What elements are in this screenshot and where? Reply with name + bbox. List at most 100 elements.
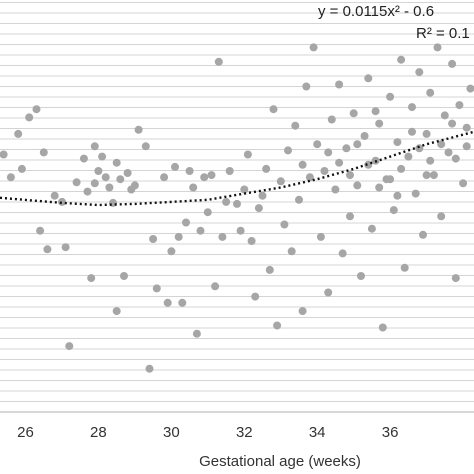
x-tick-label: 30: [163, 424, 180, 441]
data-point: [448, 59, 457, 68]
data-point: [335, 158, 344, 167]
x-tick-label: 26: [17, 424, 34, 441]
x-tick-label: 32: [236, 424, 253, 441]
data-point: [254, 204, 263, 213]
data-point: [426, 156, 435, 165]
data-point: [357, 272, 365, 280]
data-point: [32, 105, 41, 114]
data-point: [360, 132, 369, 140]
data-point: [163, 298, 172, 307]
data-point: [258, 191, 267, 200]
data-point: [17, 164, 26, 173]
data-point: [50, 191, 59, 200]
data-point: [426, 88, 435, 97]
data-point: [444, 148, 453, 157]
data-point: [404, 152, 413, 161]
data-point: [61, 243, 70, 252]
data-point: [284, 146, 292, 155]
data-point: [149, 235, 158, 243]
data-point: [120, 272, 128, 280]
data-point: [316, 232, 325, 241]
data-point: [393, 138, 402, 147]
data-point: [466, 84, 474, 93]
x-tick-label: 28: [90, 424, 107, 441]
data-point: [397, 55, 406, 64]
data-point: [305, 173, 314, 182]
data-point: [141, 142, 150, 151]
data-point: [353, 140, 362, 149]
data-point: [408, 127, 416, 136]
x-tick-label: 36: [382, 424, 399, 441]
data-point: [422, 129, 431, 138]
data-point: [433, 43, 442, 52]
data-point: [437, 140, 446, 149]
data-point: [207, 171, 216, 180]
data-point: [14, 129, 23, 138]
data-point: [415, 68, 424, 77]
data-point: [346, 171, 354, 180]
data-point: [39, 148, 48, 157]
trendline: [0, 130, 474, 207]
data-point: [367, 224, 376, 233]
data-point: [6, 173, 15, 182]
data-point: [422, 171, 431, 180]
data-point: [349, 109, 358, 118]
data-point: [112, 158, 121, 167]
data-point: [36, 226, 45, 235]
data-point: [269, 105, 278, 114]
data-point: [196, 226, 205, 235]
data-point: [79, 154, 88, 163]
data-point: [327, 115, 336, 124]
data-point: [178, 298, 187, 307]
data-point: [386, 175, 395, 184]
data-point: [353, 181, 362, 190]
data-point: [451, 154, 460, 163]
data-point: [429, 171, 438, 180]
data-point: [145, 364, 154, 373]
grid-lines: [0, 2, 474, 402]
data-point: [90, 179, 99, 188]
data-point: [371, 107, 380, 116]
data-point: [397, 164, 406, 173]
data-point: [247, 237, 256, 245]
data-point: [459, 179, 468, 188]
data-point: [342, 144, 351, 153]
data-point: [134, 125, 143, 134]
data-point: [451, 274, 460, 283]
data-point: [98, 152, 107, 161]
data-point: [160, 173, 169, 182]
data-point: [389, 206, 398, 215]
data-point: [225, 167, 234, 175]
data-point: [94, 167, 103, 175]
data-point: [415, 144, 424, 153]
data-point: [287, 247, 296, 256]
data-point: [192, 329, 201, 338]
data-point: [276, 177, 285, 186]
data-point: [331, 185, 340, 194]
data-point: [448, 119, 457, 128]
data-point: [386, 92, 395, 101]
data-point: [211, 282, 220, 291]
data-point: [364, 74, 373, 83]
data-point: [65, 342, 74, 351]
data-point: [335, 80, 344, 89]
data-point: [167, 247, 176, 256]
data-point: [437, 212, 446, 221]
data-point: [462, 123, 471, 132]
data-point: [346, 212, 354, 221]
data-point: [462, 142, 471, 151]
data-point: [240, 185, 249, 194]
r-squared-label: R² = 0.1: [416, 25, 470, 42]
data-point: [218, 232, 227, 241]
data-point: [419, 230, 427, 239]
data-point: [236, 226, 245, 235]
data-point: [324, 288, 333, 297]
data-point: [152, 284, 161, 293]
data-point: [298, 160, 307, 169]
x-axis-title: Gestational age (weeks): [199, 453, 361, 470]
data-points: [0, 43, 474, 373]
x-tick-label: 34: [309, 424, 326, 441]
data-point: [112, 307, 121, 316]
data-point: [233, 199, 241, 208]
